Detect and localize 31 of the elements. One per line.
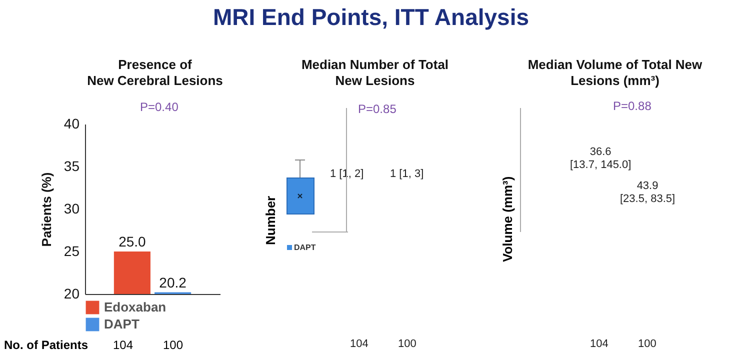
text: Volume (mm³) [500,176,515,262]
text: 1 [1, 3] [390,168,424,181]
legend-title: DAPT [294,243,316,252]
text: P=0.88 [613,99,652,113]
text: No. of Patients [4,338,88,352]
data-label: 20.2 [159,274,187,290]
y-tick-label: 35 [64,158,80,174]
text: Median Volume of Total New Lesions (mm³) [526,57,704,89]
legend-label: Edoxaban [104,300,166,314]
text: 43.9 [23.5, 83.5] [620,180,676,206]
y-tick-label: 20 [64,286,80,302]
text: MRI End Points, ITT Analysis [212,4,530,31]
text: 100 [638,338,656,351]
chart-subtitle: Presence of New Cerebral Lesions [86,57,224,89]
y-tick-label: 25 [64,243,80,259]
text: Number [263,196,278,245]
text: 104 [350,338,368,351]
text: 1 [1, 2] [330,168,364,181]
text: 104 [590,338,608,351]
text: P=0.85 [358,102,396,116]
y-tick-label: 30 [64,200,80,216]
data-label: 25.0 [118,234,146,250]
legend-label: DAPT [104,316,140,332]
y-tick-label: 40 [64,116,80,132]
text: 100 [398,338,416,351]
text: Median Number of Total New Lesions [300,57,450,89]
text: 104 [113,338,134,352]
text: 100 [163,338,184,352]
text: 36.6 [13.7, 145.0] [570,146,632,172]
y-axis-title: Patients (%) [38,172,54,247]
text: P=0.40 [140,100,178,114]
